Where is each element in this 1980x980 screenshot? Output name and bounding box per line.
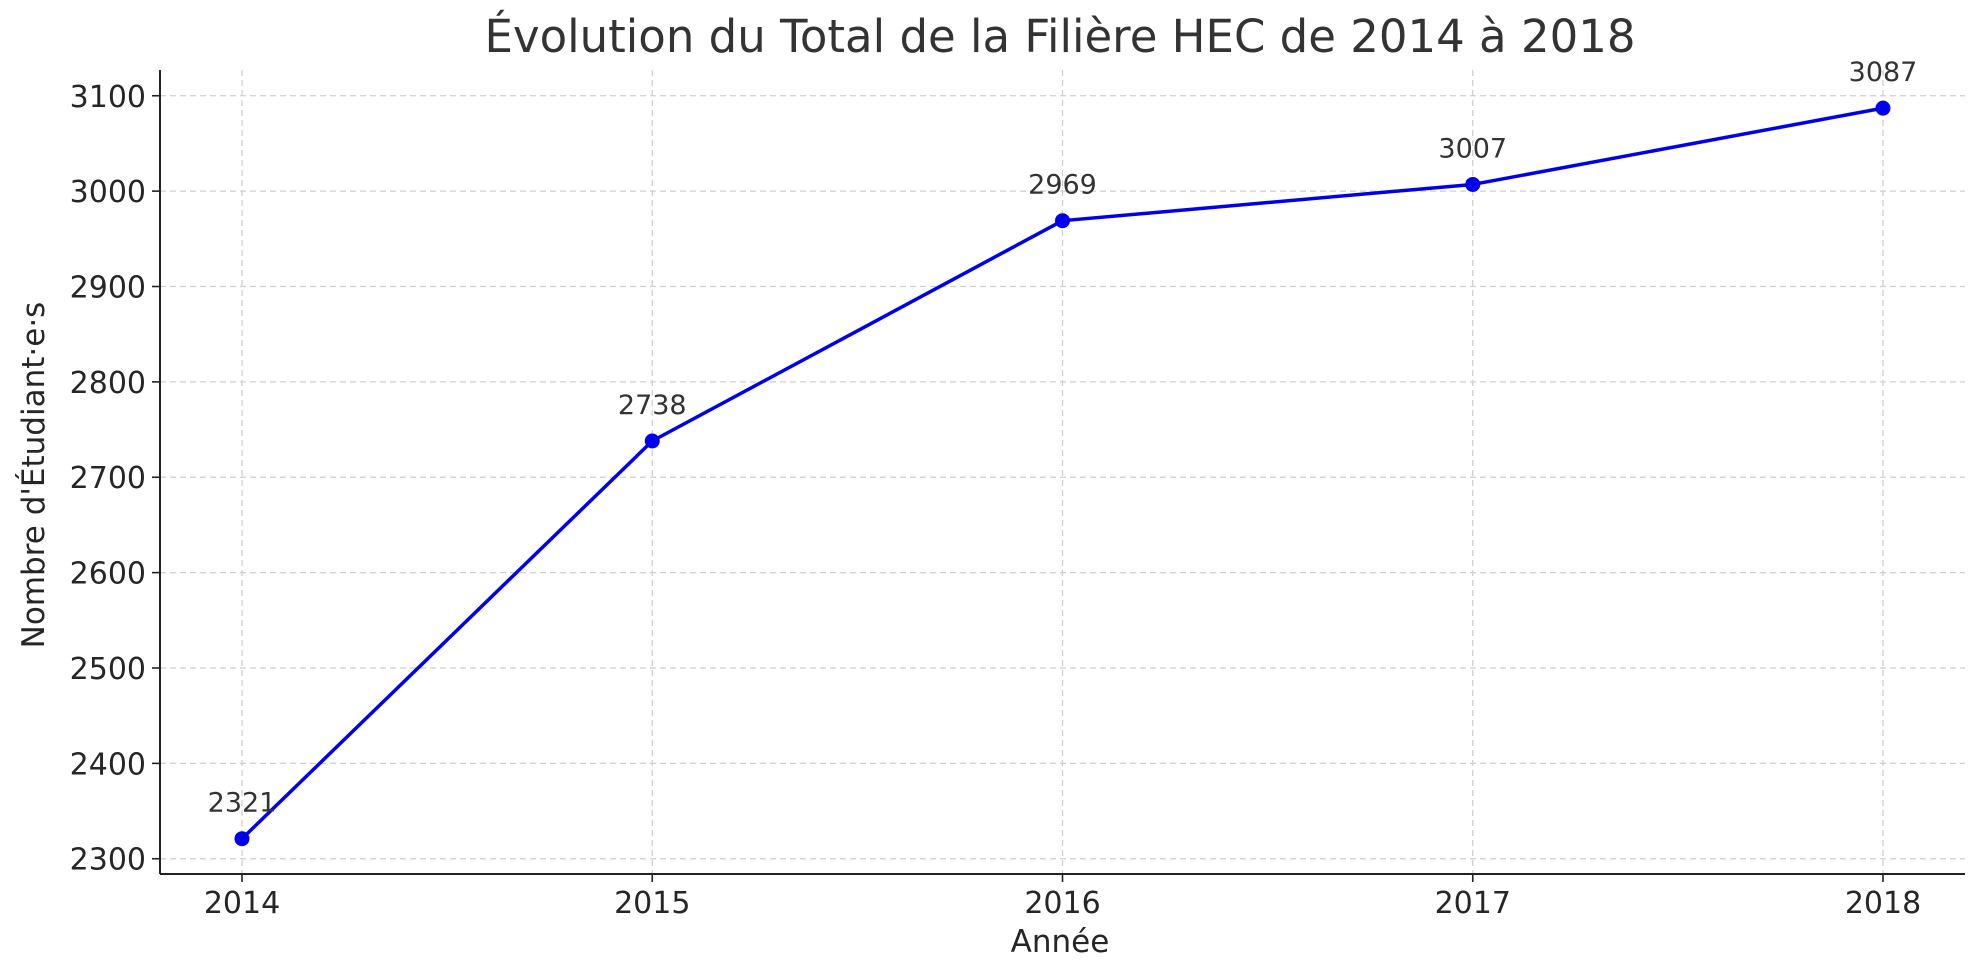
x-tick-label: 2014 [204,886,280,921]
data-point [1875,100,1891,116]
x-axis-title: Année [1011,924,1110,960]
y-tick-label: 2700 [70,461,146,496]
data-label: 3007 [1438,133,1507,164]
axes: 2300 2400 2500 2600 2700 2800 2900 3000 3100 2014… [70,70,1965,921]
y-tick-label: 2500 [70,652,146,687]
y-tick-label: 2900 [70,270,146,305]
grid [160,70,1965,874]
x-tick-label: 2016 [1024,886,1100,921]
x-tick-label: 2015 [614,886,690,921]
data-label: 2321 [208,788,277,819]
y-tick-label: 3100 [70,80,146,115]
data-label: 3087 [1849,57,1918,88]
x-tick-label: 2018 [1845,886,1921,921]
x-tick-label: 2017 [1435,886,1511,921]
data-labels: 2321 2738 2969 3007 3087 [208,57,1918,819]
data-point [234,831,250,847]
data-label: 2738 [618,390,687,421]
y-tick-label: 2300 [70,843,146,878]
series [234,100,1891,847]
data-point [1465,176,1481,192]
y-tick-label: 2400 [70,747,146,782]
y-axis-title: Nombre d'Étudiant·e·s [16,302,52,649]
y-tick-label: 2600 [70,557,146,592]
y-tick-label: 3000 [70,175,146,210]
y-tick-label: 2800 [70,366,146,401]
data-point [644,433,660,449]
data-point [1055,213,1070,229]
data-label: 2969 [1028,170,1097,201]
chart-title: Évolution du Total de la Filière HEC de … [485,10,1636,63]
